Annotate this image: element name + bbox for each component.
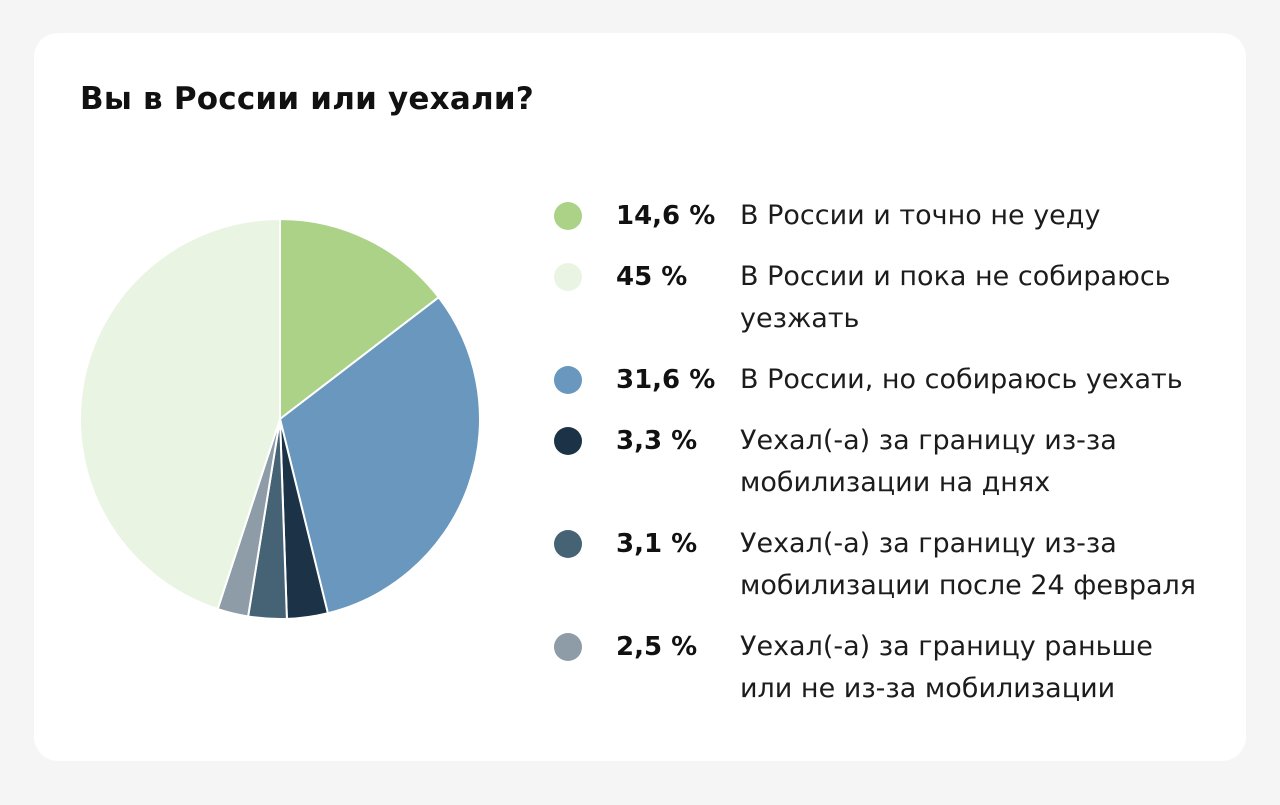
legend-item: 45 % В России и пока не собираюсь уезжать bbox=[552, 256, 1232, 340]
pie-slice-3 bbox=[279, 296, 481, 615]
legend-swatch bbox=[554, 633, 582, 661]
legend-label: В России и пока не собираюсь уезжать bbox=[740, 261, 1171, 334]
pie-slice-1 bbox=[279, 218, 440, 420]
legend-percentage: 3,1 % bbox=[616, 529, 698, 559]
legend-label: В России и точно не уеду bbox=[740, 200, 1101, 231]
legend-percentage: 3,3 % bbox=[616, 426, 698, 456]
chart-title: Вы в России или уехали? bbox=[80, 81, 534, 117]
legend-percentage: 31,6 % bbox=[616, 365, 716, 395]
chart-card: Вы в России или уехали? 14,6 % В России и… bbox=[34, 33, 1246, 761]
legend-item: 31,6 % В России, но собираюсь уехать bbox=[552, 359, 1232, 401]
legend-item: 3,3 % Уехал(-а) за границу из-за мобилиза… bbox=[552, 420, 1232, 504]
legend-swatch bbox=[554, 202, 582, 230]
legend-item: 2,5 % Уехал(-а) за границу раньше или не … bbox=[552, 626, 1232, 710]
legend-percentage: 45 % bbox=[616, 262, 688, 292]
legend-label: В России, но собираюсь уехать bbox=[740, 364, 1183, 395]
legend-swatch bbox=[554, 530, 582, 558]
legend-swatch bbox=[554, 427, 582, 455]
legend-item: 14,6 % В России и точно не уеду bbox=[552, 195, 1232, 237]
legend-swatch bbox=[554, 263, 582, 291]
legend-item: 3,1 % Уехал(-а) за границу из-за мобилиза… bbox=[552, 523, 1232, 607]
pie-chart bbox=[79, 218, 481, 620]
legend-label: Уехал(-а) за границу из-за мобилизации п… bbox=[740, 528, 1197, 601]
legend: 14,6 % В России и точно не уеду 45 % В Росс… bbox=[552, 195, 1232, 729]
legend-label: Уехал(-а) за границу из-за мобилизации н… bbox=[740, 425, 1117, 498]
legend-swatch bbox=[554, 366, 582, 394]
legend-label: Уехал(-а) за границу раньше или не из-за… bbox=[740, 631, 1153, 704]
legend-percentage: 2,5 % bbox=[616, 632, 698, 662]
pie-slice-2 bbox=[79, 218, 281, 611]
legend-percentage: 14,6 % bbox=[616, 201, 716, 231]
